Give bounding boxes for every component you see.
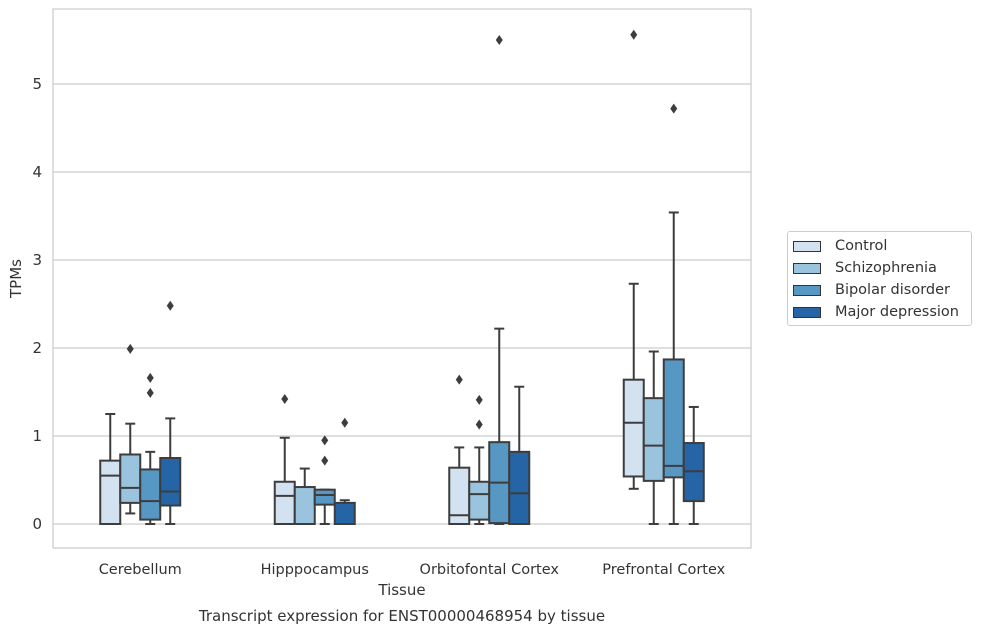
legend-item-control: Control	[793, 236, 887, 256]
box-group-prefrontal-cortex-schizophrenia	[642, 350, 665, 525]
box-group-hipppocampus-major-depression	[333, 417, 356, 526]
legend-label-major-depression: Major depression	[835, 304, 959, 320]
box	[273, 480, 296, 526]
box-group-cerebellum-bipolar-disorder	[139, 372, 162, 525]
outlier-point	[166, 300, 174, 311]
x-tick-label: Orbitofontal Cortex	[420, 562, 560, 578]
box-group-prefrontal-cortex-major-depression	[682, 405, 705, 525]
outlier-point	[321, 455, 329, 466]
box	[662, 358, 685, 479]
box	[622, 378, 645, 478]
outlier-point	[126, 343, 134, 354]
box	[642, 397, 665, 482]
legend-swatch-control	[793, 240, 821, 252]
legend-item-schizophrenia: Schizophrenia	[793, 258, 937, 278]
box-plots	[99, 29, 705, 526]
outlier-point	[475, 419, 483, 430]
legend-label-schizophrenia: Schizophrenia	[835, 260, 937, 276]
y-tick-label: 5	[32, 75, 42, 93]
box	[508, 450, 531, 525]
legend-swatch-bipolar-disorder	[793, 284, 821, 296]
outlier-point	[495, 35, 503, 45]
y-tick-labels: 0 1 2 3 4 5	[32, 75, 42, 533]
x-tick-labels: Cerebellum Hipppocampus Orbitofontal Corte…	[99, 562, 726, 578]
legend-swatch-schizophrenia	[793, 262, 821, 274]
y-tick-label: 3	[32, 251, 42, 269]
y-axis-label: TPMs	[7, 259, 25, 299]
legend-label-bipolar-disorder: Bipolar disorder	[835, 282, 950, 298]
box-group-hipppocampus-bipolar-disorder	[313, 435, 336, 525]
x-tick-label: Prefrontal Cortex	[602, 562, 725, 578]
box-group-prefrontal-cortex-control	[622, 29, 645, 490]
outlier-point	[630, 29, 638, 40]
box	[293, 486, 316, 526]
box	[468, 480, 491, 521]
y-tick-label: 0	[32, 515, 42, 533]
chart-title: Transcript expression for ENST0000046895…	[198, 607, 605, 625]
box-group-orbitofontal-cortex-schizophrenia	[468, 394, 491, 525]
box	[139, 468, 162, 521]
outlier-point	[455, 374, 463, 385]
y-tick-label: 4	[32, 163, 42, 181]
box-group-hipppocampus-control	[273, 394, 296, 526]
legend: Control Schizophrenia Bipolar disorder M…	[787, 231, 972, 326]
legend-item-bipolar-disorder: Bipolar disorder	[793, 280, 950, 300]
outlier-point	[281, 394, 289, 405]
y-tick-label: 2	[32, 339, 42, 357]
outlier-point	[475, 394, 483, 405]
outlier-point	[341, 417, 349, 428]
box	[159, 457, 182, 507]
outlier-point	[670, 103, 678, 114]
x-tick-label: Cerebellum	[99, 562, 182, 578]
box-group-cerebellum-schizophrenia	[119, 343, 142, 515]
box	[99, 459, 122, 526]
box-group-cerebellum-major-depression	[159, 300, 182, 525]
x-axis-label: Tissue	[377, 581, 425, 599]
legend-label-control: Control	[835, 238, 888, 254]
legend-swatch-major-depression	[793, 306, 821, 318]
box-group-orbitofontal-cortex-major-depression	[508, 385, 531, 525]
outlier-point	[321, 435, 329, 446]
legend-item-major-depression: Major depression	[793, 302, 959, 322]
box	[333, 501, 356, 526]
box	[119, 453, 142, 504]
outlier-point	[146, 372, 154, 383]
x-tick-label: Hipppocampus	[261, 562, 369, 578]
box	[313, 488, 336, 506]
box-group-prefrontal-cortex-bipolar-disorder	[662, 103, 685, 525]
y-tick-label: 1	[32, 427, 42, 445]
outlier-point	[146, 387, 154, 398]
